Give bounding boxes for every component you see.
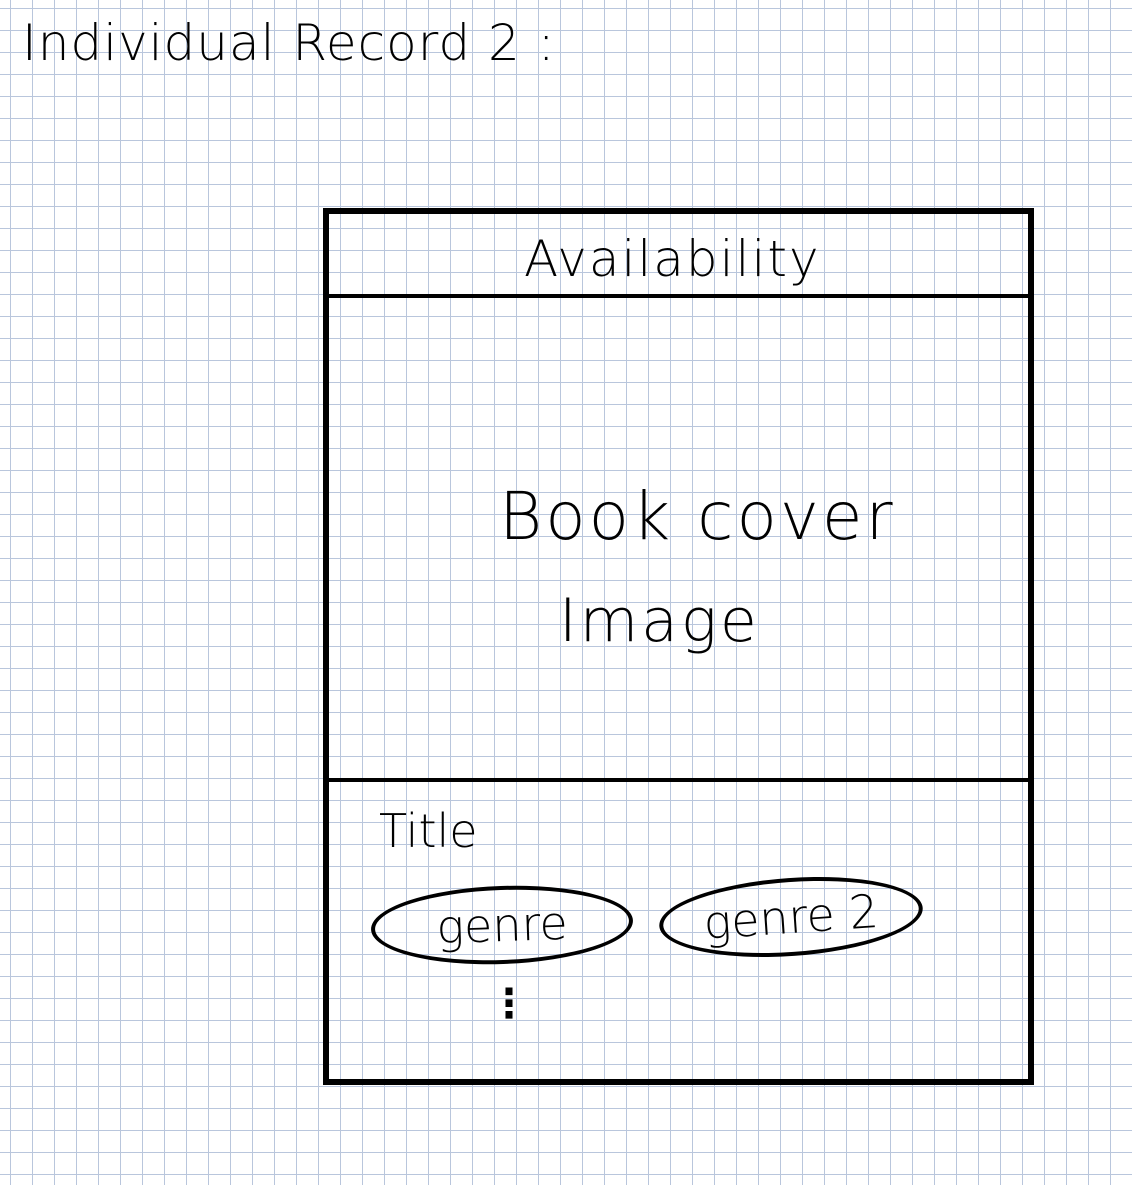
page-title: Individual Record 2 : (22, 14, 556, 72)
book-cover-label-line2: Image (559, 586, 760, 656)
card-header: Availability (329, 214, 1028, 298)
genre-chip[interactable]: genre (369, 881, 635, 969)
book-cover-label-line1: Book cover (499, 478, 896, 555)
book-cover-image-placeholder: Book cover Image (329, 298, 1028, 782)
availability-label: Availability (524, 230, 821, 288)
more-genres-indicator: ⋮ (489, 981, 529, 1027)
genre-chip[interactable]: genre 2 (656, 868, 926, 966)
book-title: Title (379, 804, 478, 858)
record-card: Availability Book cover Image Title genr… (323, 208, 1034, 1085)
